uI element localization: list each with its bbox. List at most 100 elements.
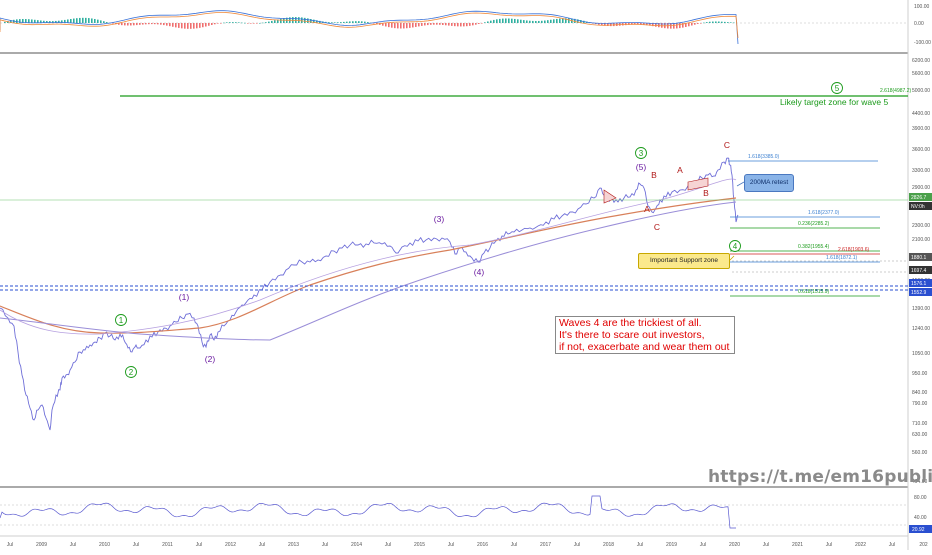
wave-circle-1 [125, 366, 137, 378]
price-tick-21: 560.00 [912, 450, 928, 456]
macd-hist-bar [727, 22, 729, 23]
macd-hist-bar [577, 19, 579, 23]
macd-tick-0: 100.00 [914, 4, 930, 10]
macd-hist-bar [313, 19, 315, 23]
macd-hist-bar [682, 23, 684, 28]
macd-hist-bar [34, 19, 36, 23]
x-tick-12: Jul [385, 542, 391, 548]
target-zone-label: Likely target zone for wave 5 [780, 97, 889, 107]
macd-hist-bar [631, 23, 633, 25]
price-tick-7: 2900.00 [912, 185, 930, 191]
macd-hist-bar [208, 23, 210, 26]
macd-hist-bar [685, 23, 687, 27]
macd-hist-bar [466, 23, 468, 27]
macd-hist-bar [103, 21, 105, 23]
price-tick-18: 790.00 [912, 401, 928, 407]
macd-hist-bar [592, 23, 594, 24]
fib-label-2: 1.618(2377.0) [808, 210, 839, 216]
macd-hist-bar [124, 23, 126, 26]
macd-hist-bar [508, 18, 510, 23]
macd-hist-bar [46, 20, 48, 23]
macd-hist-bar [271, 20, 273, 23]
macd-hist-bar [187, 23, 189, 29]
support-zone-callout: Important Support zone [638, 253, 730, 269]
macd-hist-bar [442, 23, 444, 25]
rsi-tag-bg [909, 525, 932, 533]
macd-hist-bar [49, 21, 51, 23]
price-tick-10: 2100.00 [912, 237, 930, 243]
macd-hist-bar [283, 18, 285, 23]
macd-hist-bar [454, 23, 456, 27]
macd-hist-bar [157, 23, 159, 25]
wave-circle-0 [115, 314, 127, 326]
x-tick-23: 2020 [729, 542, 740, 548]
macd-hist-bar [691, 23, 693, 26]
rsi-line [0, 495, 736, 529]
note-line-3: if not, exacerbate and wear them out [559, 341, 730, 353]
rsi-panel [0, 495, 908, 529]
macd-hist-bar [502, 18, 504, 23]
macd-hist-bar [178, 23, 180, 28]
macd-hist-bar [10, 20, 12, 23]
wave-circle-2 [635, 147, 647, 159]
x-tick-19: 2018 [603, 542, 614, 548]
wave-label-3: 4 [733, 242, 738, 251]
macd-hist-bar [133, 23, 135, 26]
macd-hist-bar [376, 23, 378, 25]
x-tick-10: Jul [322, 542, 328, 548]
macd-hist-bar [217, 23, 219, 24]
macd-hist-bar [469, 23, 471, 26]
macd-hist-bar [205, 23, 207, 27]
macd-hist-bar [112, 23, 114, 24]
macd-hist-bar [652, 23, 654, 27]
wave-circle-3 [729, 240, 741, 252]
x-tick-20: Jul [637, 542, 643, 548]
macd-hist-bar [82, 17, 84, 23]
macd-hist-bar [31, 19, 33, 23]
macd-hist-bar [397, 23, 399, 29]
x-tick-7: 2012 [225, 542, 236, 548]
ma-slow-line [0, 201, 737, 341]
macd-hist-bar [385, 23, 387, 27]
macd-hist-bar [85, 17, 87, 23]
note-line-2: It's there to scare out investors, [559, 329, 705, 341]
macd-hist-bar [406, 23, 408, 29]
macd-hist-bar [484, 22, 486, 23]
macd-hist-bar [478, 23, 480, 24]
x-tick-0: Jul [7, 542, 13, 548]
macd-hist-bar [337, 22, 339, 23]
macd-hist-bar [412, 23, 414, 28]
x-tick-11: 2014 [351, 542, 362, 548]
macd-hist-bar [655, 23, 657, 27]
price-tick-22: 494.00 [912, 479, 928, 485]
macd-hist-bar [361, 21, 363, 23]
watermark-link[interactable]: https://t.me/em16public [708, 467, 932, 487]
macd-hist-bar [16, 19, 18, 23]
macd-hist-bar [259, 22, 261, 24]
macd-hist-bar [238, 22, 240, 23]
macd-hist-bar [373, 23, 375, 24]
macd-hist-bar [568, 18, 570, 23]
fib-label-1: 1.618(3385.0) [748, 154, 779, 160]
macd-hist-bar [106, 22, 108, 23]
wave-label-2: 3 [639, 149, 644, 158]
macd-hist-bar [715, 21, 717, 23]
wave-label-7: (3) [434, 214, 445, 224]
macd-hist-bar [244, 22, 246, 24]
macd-hist-bar [214, 23, 216, 25]
x-tick-21: 2019 [666, 542, 677, 548]
ma-callout-pointer [736, 181, 745, 187]
price-tick-17: 840.00 [912, 390, 928, 396]
macd-hist-bar [460, 23, 462, 27]
macd-hist-bar [697, 23, 699, 24]
macd-hist-bar [184, 23, 186, 29]
price-tag-0: 2826.7 [911, 195, 927, 201]
price-tick-2: 5000.00 [912, 88, 930, 94]
wave4-note-box: Waves 4 are the trickiest of all. It's t… [555, 316, 735, 354]
macd-hist-bar [151, 23, 153, 25]
macd-hist-bar [220, 23, 222, 24]
price-tag-bg-3 [909, 266, 932, 274]
macd-hist-bar [700, 23, 702, 24]
